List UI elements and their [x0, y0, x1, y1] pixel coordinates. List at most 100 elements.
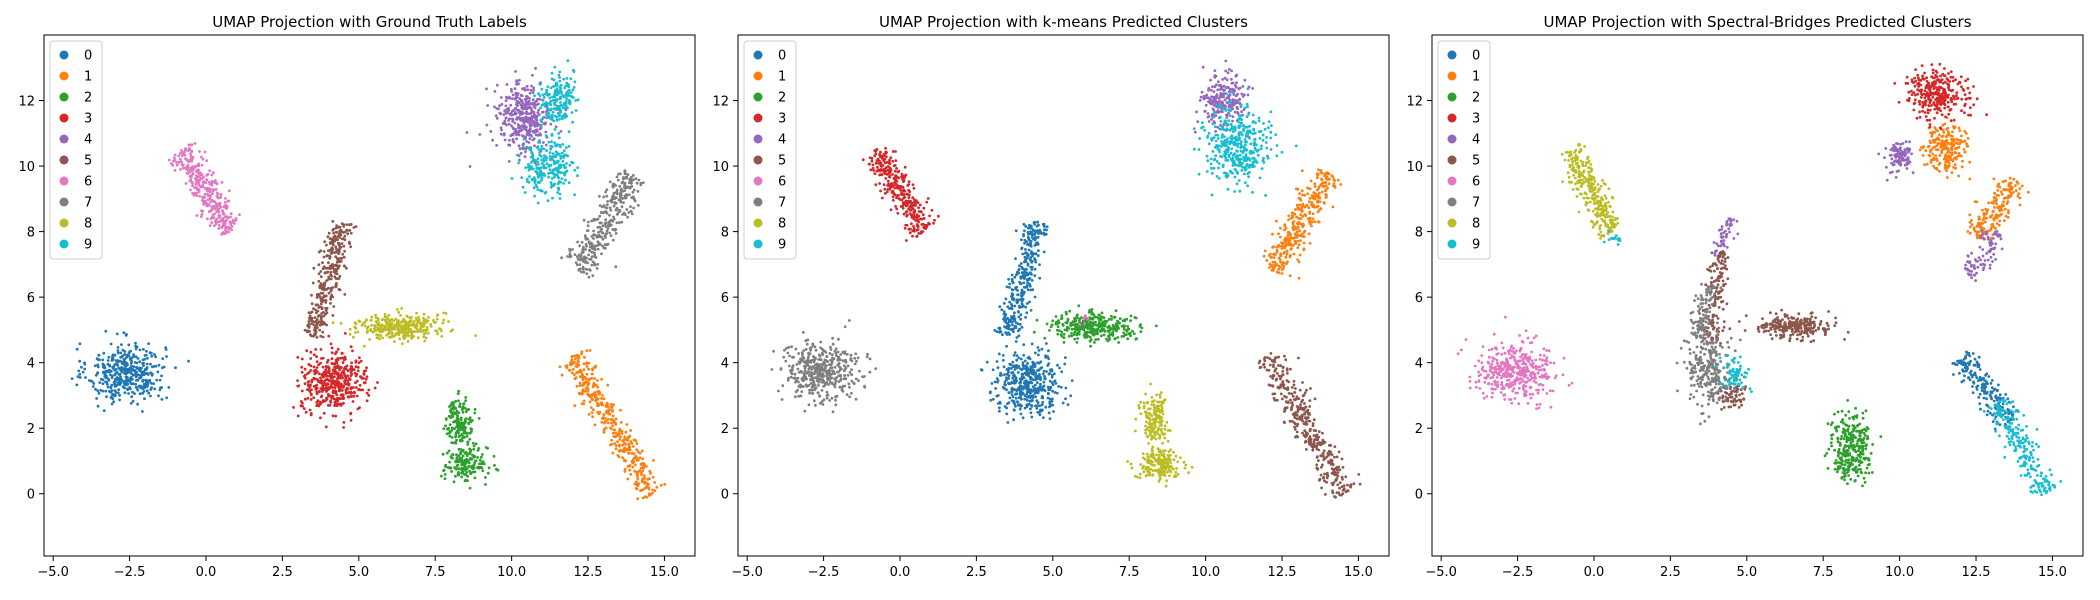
data-point — [1294, 242, 1298, 245]
data-point — [200, 213, 204, 216]
data-point — [530, 123, 534, 127]
data-point — [389, 325, 393, 329]
data-point — [201, 157, 205, 161]
data-point — [309, 383, 312, 387]
data-point — [1126, 325, 1130, 328]
data-point — [532, 186, 536, 190]
data-point — [1013, 319, 1016, 323]
data-point — [375, 336, 379, 339]
data-point — [333, 386, 337, 390]
data-point — [317, 363, 320, 366]
data-point — [106, 359, 110, 362]
data-point — [327, 291, 331, 295]
data-point — [1020, 302, 1024, 306]
data-point — [552, 162, 556, 166]
data-point — [545, 88, 548, 92]
data-point — [1295, 203, 1299, 207]
data-point — [203, 192, 207, 196]
data-point — [534, 117, 538, 121]
data-point — [586, 229, 590, 233]
data-point — [548, 151, 552, 155]
data-point — [204, 181, 208, 185]
data-point — [1059, 385, 1063, 389]
data-point — [327, 334, 331, 338]
data-point — [553, 127, 557, 131]
data-point — [1317, 195, 1321, 199]
data-point — [594, 399, 597, 402]
data-point — [113, 380, 117, 384]
data-point — [78, 372, 82, 376]
data-point — [346, 232, 350, 236]
data-point — [559, 97, 563, 100]
data-point — [357, 361, 361, 365]
data-point — [332, 305, 336, 308]
data-point — [450, 426, 454, 430]
data-point — [190, 150, 194, 153]
data-point — [1010, 288, 1014, 291]
data-point — [1035, 242, 1039, 246]
data-point — [210, 221, 214, 225]
data-point — [315, 318, 319, 321]
data-point — [439, 327, 442, 331]
data-point — [96, 365, 100, 369]
data-point — [606, 417, 610, 421]
data-point — [214, 179, 217, 183]
data-point — [1027, 248, 1031, 252]
data-point — [612, 435, 616, 438]
data-point — [580, 392, 584, 396]
data-point — [465, 431, 469, 435]
data-point — [1297, 260, 1301, 264]
data-point — [321, 374, 324, 377]
data-point — [215, 182, 219, 186]
data-point — [348, 229, 352, 232]
data-point — [525, 84, 529, 88]
data-point — [550, 140, 553, 144]
data-point — [209, 217, 213, 221]
data-point — [545, 101, 548, 105]
data-point — [540, 177, 544, 181]
data-point — [536, 188, 540, 192]
data-point — [1292, 252, 1296, 256]
data-point — [463, 428, 467, 432]
data-point — [1019, 412, 1023, 416]
data-point — [551, 110, 555, 114]
data-point — [573, 354, 577, 358]
data-point — [366, 329, 369, 333]
data-point — [522, 107, 525, 111]
data-point — [466, 443, 470, 446]
data-point — [580, 375, 584, 379]
data-point — [114, 359, 118, 362]
data-point — [1279, 226, 1282, 230]
data-point — [230, 221, 234, 224]
data-point — [424, 331, 427, 335]
data-point — [515, 79, 519, 82]
data-point — [1327, 182, 1331, 186]
data-point — [1039, 382, 1042, 386]
data-point — [585, 365, 589, 368]
data-point — [1031, 252, 1034, 256]
data-point — [583, 261, 587, 264]
data-point — [324, 378, 328, 382]
data-point — [340, 402, 344, 406]
data-point — [125, 356, 128, 359]
data-point — [337, 252, 341, 256]
data-point — [451, 401, 455, 404]
data-point — [625, 448, 628, 451]
data-point — [562, 171, 566, 175]
data-point — [469, 471, 473, 475]
data-point — [415, 318, 419, 322]
data-point — [117, 377, 120, 381]
data-point — [526, 106, 530, 109]
data-point — [95, 397, 98, 400]
data-point — [321, 335, 325, 339]
data-point — [998, 400, 1002, 404]
data-point — [1036, 229, 1040, 232]
data-point — [568, 363, 572, 366]
data-point — [330, 375, 334, 379]
data-point — [146, 373, 150, 376]
data-point — [519, 118, 522, 122]
data-point — [1038, 377, 1042, 381]
data-point — [481, 469, 485, 473]
data-point — [626, 477, 630, 481]
data-point — [96, 358, 100, 361]
